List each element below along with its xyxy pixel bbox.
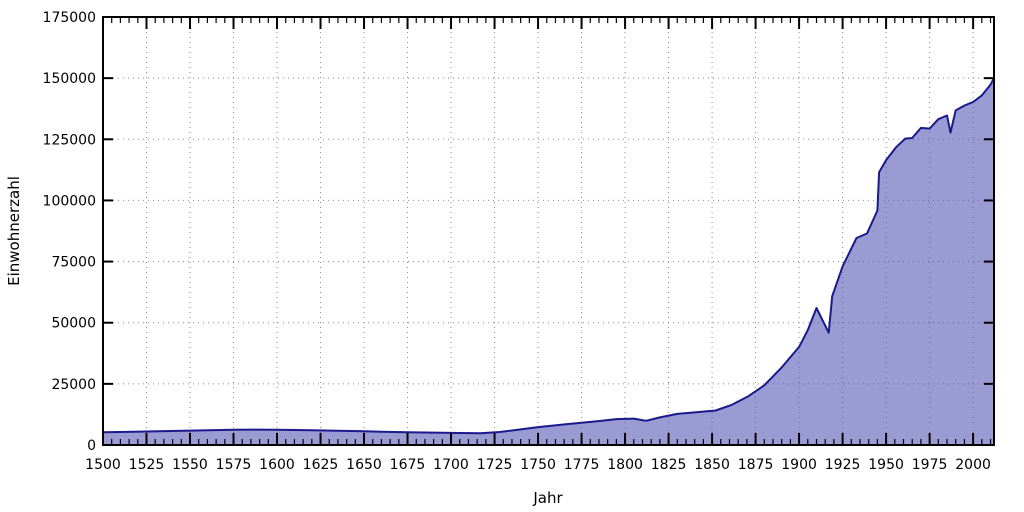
population-area-fill — [103, 78, 994, 445]
x-tick-label: 1625 — [303, 457, 339, 473]
y-tick-label: 25000 — [51, 377, 96, 393]
y-tick-label: 175000 — [43, 10, 96, 26]
y-tick-labels: 0 25000 50000 75000 100000 125000 150000 175000 — [43, 10, 96, 454]
y-tick-label: 50000 — [51, 316, 96, 332]
x-axis-title: Jahr — [532, 489, 563, 507]
plot-frame — [102, 16, 995, 446]
x-tick-label: 1950 — [868, 457, 904, 473]
y-tick-label: 125000 — [43, 132, 96, 148]
x-tick-label: 1750 — [520, 457, 556, 473]
x-tick-label: 1800 — [607, 457, 643, 473]
x-tick-label: 1675 — [390, 457, 426, 473]
x-tick-labels: 1500 1525 1550 1575 1600 1625 1650 1675 1700 1725… — [85, 457, 991, 473]
y-tick-label: 75000 — [51, 255, 96, 271]
x-tick-label: 1975 — [912, 457, 948, 473]
x-tick-label: 1850 — [694, 457, 730, 473]
x-tick-label: 2000 — [955, 457, 991, 473]
y-tick-label: 150000 — [43, 71, 96, 87]
x-tick-label: 1725 — [477, 457, 513, 473]
x-tick-label: 1925 — [825, 457, 861, 473]
y-tick-label: 100000 — [43, 193, 96, 209]
x-tick-label: 1575 — [216, 457, 252, 473]
x-tick-label: 1775 — [564, 457, 600, 473]
x-tick-label: 1600 — [259, 457, 295, 473]
x-tick-label: 1525 — [129, 457, 165, 473]
y-tick-label: 0 — [87, 438, 96, 454]
grid-lines — [103, 17, 994, 445]
x-tick-label: 1550 — [172, 457, 208, 473]
population-line — [102, 77, 995, 435]
x-tick-label: 1650 — [346, 457, 382, 473]
x-tick-label: 1700 — [433, 457, 469, 473]
x-tick-label: 1875 — [738, 457, 774, 473]
y-axis-title: Einwohnerzahl — [5, 176, 23, 286]
x-tick-label: 1825 — [651, 457, 687, 473]
x-tick-label: 1500 — [85, 457, 121, 473]
area-series — [102, 77, 995, 445]
x-tick-label: 1900 — [781, 457, 817, 473]
